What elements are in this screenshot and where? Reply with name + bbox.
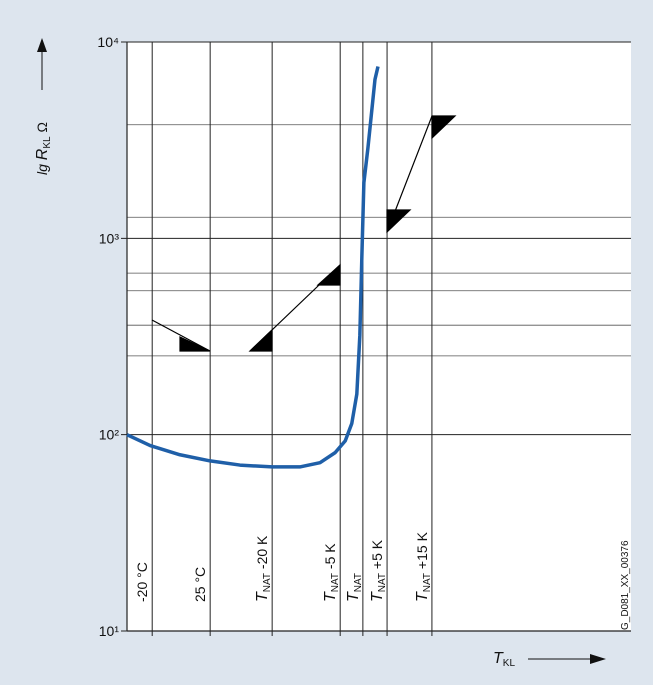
x-axis-label: TKL	[493, 650, 515, 669]
y-axis-label: lg RKL Ω	[34, 122, 53, 175]
x-tick-label: -20 °C	[134, 562, 150, 602]
x-tick-label: 25 °C	[192, 567, 208, 602]
x-tick-label: TNAT +5 K	[369, 539, 388, 602]
y-tick-label: 10²	[99, 427, 120, 443]
figure-code: G_D081_XX_00376	[620, 540, 631, 630]
x-tick-label: TNAT +15 K	[414, 531, 433, 602]
x-tick-label: TNAT	[345, 573, 364, 602]
x-tick-label: TNAT -20 K	[254, 535, 273, 602]
plot-area	[127, 42, 631, 631]
x-arrow-head	[590, 654, 606, 664]
y-arrow-head	[37, 38, 47, 52]
y-tick-label: 10³	[99, 230, 120, 246]
x-tick-label: TNAT -5 K	[322, 543, 341, 602]
y-tick-label: 10¹	[99, 623, 120, 639]
slope-markers	[151, 115, 457, 352]
curve	[126, 66, 380, 469]
y-tick-label: 10⁴	[97, 34, 119, 50]
